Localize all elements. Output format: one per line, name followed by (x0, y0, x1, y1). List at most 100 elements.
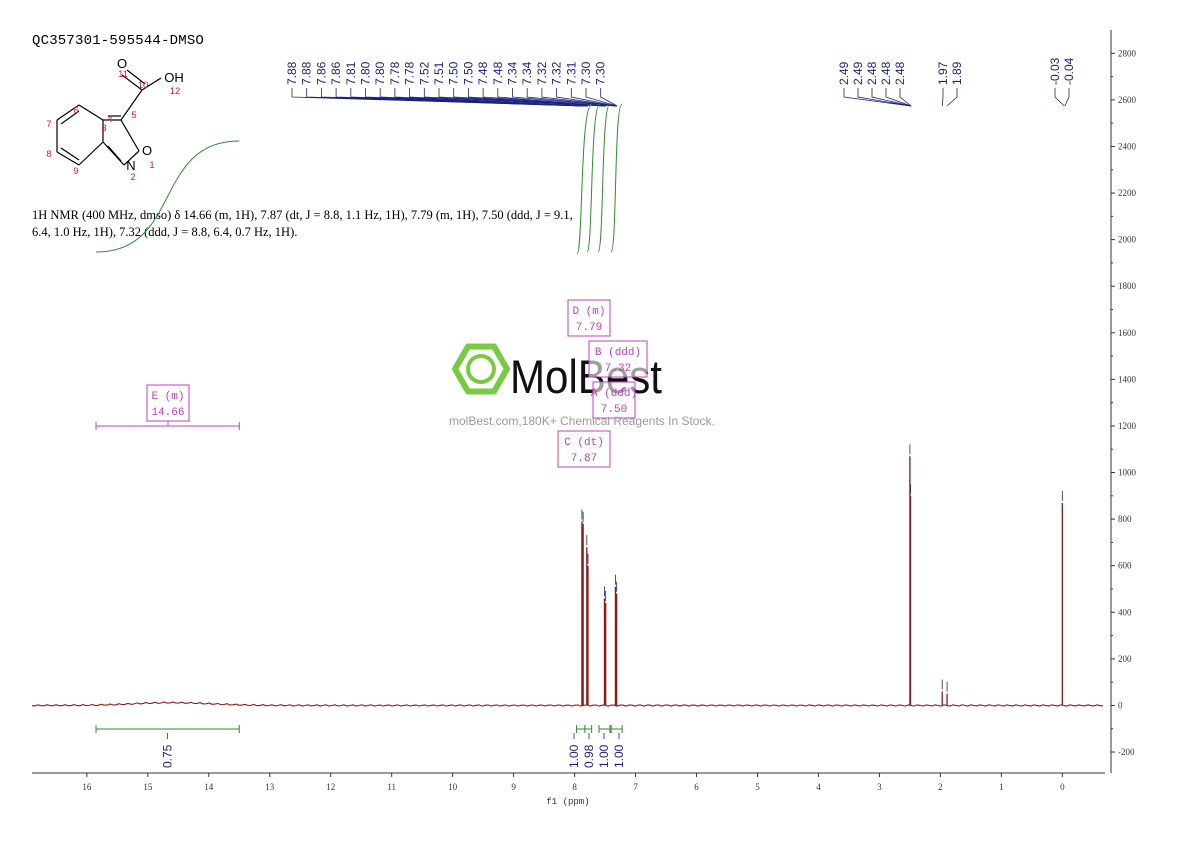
peak-label-leader (409, 88, 589, 107)
x-tick-label: 0 (1060, 782, 1065, 792)
integral-curve (586, 103, 601, 253)
peak-label-leader (541, 88, 617, 107)
peak-label-leader (871, 88, 912, 107)
peak-label: 7.34 (506, 61, 520, 85)
watermark-url: molBest.com,180K+ Chemical Reagents In S… (449, 414, 715, 428)
multiplet-shift: 7.50 (601, 404, 627, 416)
peak-label-leader (946, 88, 958, 107)
peak-label: 1.97 (936, 61, 950, 85)
benzene-ring-icon (466, 354, 496, 384)
peak-label-leader (843, 88, 911, 107)
peak-label: 7.31 (564, 61, 578, 85)
spectrum-baseline (31, 701, 1104, 707)
multiplet-type: E (m) (151, 391, 184, 403)
multiplet-box (588, 340, 648, 378)
atom-label: O (142, 143, 152, 158)
y-tick-label: 1000 (1118, 468, 1137, 478)
atom-label: O (117, 56, 127, 71)
peak-label-leader (899, 88, 912, 107)
peak-label-leader (1054, 88, 1065, 107)
multiplet-shift: 7.87 (571, 453, 597, 465)
peak-label: 7.48 (491, 61, 505, 85)
peak-label-leader (556, 88, 617, 107)
y-tick-label: 800 (1118, 514, 1132, 524)
y-tick-label: 400 (1118, 607, 1132, 617)
y-tick-label: 1800 (1118, 281, 1137, 291)
x-tick-label: 8 (572, 782, 577, 792)
peak-label: 7.48 (476, 61, 490, 85)
peak-label: 7.78 (403, 61, 417, 85)
y-tick-label: 1200 (1118, 421, 1137, 431)
integral-value: 1.00 (597, 744, 611, 768)
hnmr-description: 1H NMR (400 MHz, dmso) δ 14.66 (m, 1H), … (32, 208, 573, 239)
integral-curve (576, 103, 593, 255)
peak-label: 7.50 (461, 61, 475, 85)
peak-label: 7.86 (329, 61, 343, 85)
peak-label-leader (570, 88, 617, 107)
multiplet-box (567, 299, 611, 337)
integral-value: 1.00 (567, 744, 581, 768)
integral-value: 0.98 (582, 744, 596, 768)
bond (102, 141, 125, 166)
atom-number: 9 (73, 166, 78, 177)
y-tick-label: 600 (1118, 561, 1132, 571)
peak-label: 7.51 (432, 61, 446, 85)
bond (78, 104, 104, 121)
peak-label-leader (857, 88, 911, 107)
atom-number: 3 (101, 123, 106, 134)
peak-label-leader (512, 88, 615, 107)
bond (121, 74, 143, 91)
x-tick-label: 6 (694, 782, 699, 792)
peak-label-leader (585, 88, 618, 107)
peak-label-leader (885, 88, 912, 107)
x-tick-label: 4 (816, 782, 821, 792)
y-tick-label: 2200 (1118, 188, 1137, 198)
bond (120, 119, 140, 152)
x-tick-label: 1 (999, 782, 1004, 792)
y-tick-label: 200 (1118, 654, 1132, 664)
multiplet-shift: 7.79 (576, 322, 602, 334)
peak-label-leader (497, 88, 607, 107)
peak-label: 2.49 (851, 61, 865, 85)
peak-label: 7.78 (388, 61, 402, 85)
integral-curve (610, 103, 623, 253)
y-tick-label: 1600 (1118, 328, 1137, 338)
peak-label-leader (1064, 88, 1070, 107)
peak-label: 7.80 (373, 61, 387, 85)
x-tick-label: 9 (511, 782, 516, 792)
integral-curve (597, 103, 611, 253)
integral-curve (96, 140, 240, 253)
peak-label: 7.32 (535, 61, 549, 85)
atom-number: 5 (131, 110, 136, 121)
x-tick-label: 2 (938, 782, 943, 792)
peak-label: 7.80 (359, 61, 373, 85)
y-tick-label: 2600 (1118, 95, 1137, 105)
peak-label: -0.03 (1048, 57, 1062, 85)
multiplet-label-e: E (m) 14.66 (146, 384, 190, 422)
atom-number: 2 (130, 172, 135, 183)
peak-label-leader (600, 88, 618, 107)
x-tick-label: 12 (326, 782, 335, 792)
peak-label: 2.48 (893, 61, 907, 85)
multiplet-label-a: A (ddd) 7.50 (591, 381, 637, 419)
peak-label: 7.32 (550, 61, 564, 85)
x-tick-label: 5 (755, 782, 760, 792)
double-bond (60, 110, 80, 125)
multiplet-label-c: C (dt) 7.87 (557, 430, 611, 468)
multiplet-label-b: B (ddd) 7.32 (588, 340, 648, 378)
atom-number: 6 (73, 105, 78, 116)
peak-label: 7.30 (594, 61, 608, 85)
double-bond (60, 147, 80, 161)
atom-number: 7 (46, 119, 51, 130)
bond (56, 151, 80, 166)
axes: 16 15 14 13 12 11 10 9 8 7 6 5 4 3 2 1 0f1 (ppm)28002600… (32, 30, 1137, 807)
atom-number: 1 (149, 160, 154, 171)
multiplet-shift: 14.66 (151, 407, 184, 419)
peak-label-leader (482, 88, 607, 107)
integral-value: 0.75 (161, 744, 175, 768)
x-tick-label: 3 (877, 782, 882, 792)
peak-label: 7.81 (344, 61, 358, 85)
peak-label: 7.86 (314, 61, 328, 85)
